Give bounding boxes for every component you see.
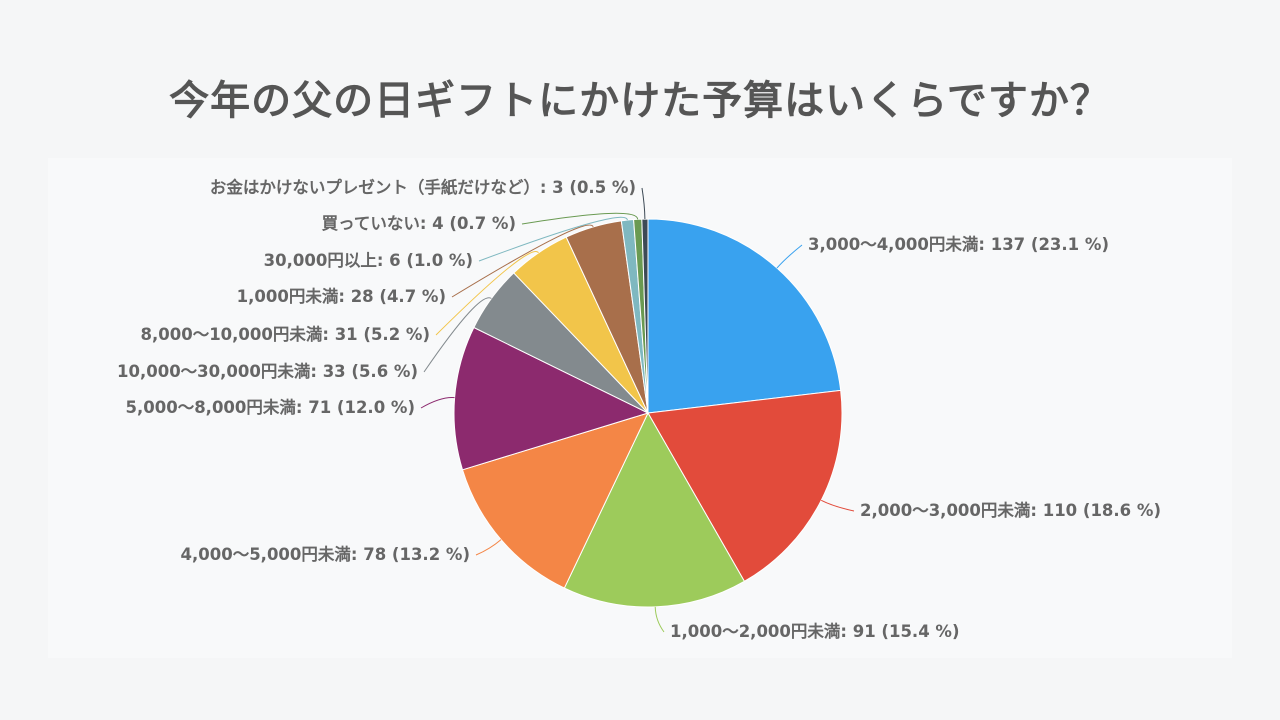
leader-line xyxy=(521,212,639,225)
slice-label: お金はかけないプレゼント（手紙だけなど）: 3 (0.5 %) xyxy=(210,177,636,197)
pie-slice xyxy=(461,412,649,589)
leader-line xyxy=(423,297,492,373)
slice-label: 1,000円未満: 28 (4.7 %) xyxy=(237,286,446,306)
leader-line xyxy=(435,251,539,336)
leader-line xyxy=(641,187,646,220)
chart-title: 今年の父の日ギフトにかけた予算はいくらですか？ xyxy=(169,78,1111,124)
leader-line xyxy=(776,244,803,269)
slice-label: 2,000〜3,000円未満: 110 (18.6 %) xyxy=(860,500,1161,520)
leader-line xyxy=(451,224,594,298)
slice-label: 1,000〜2,000円未満: 91 (15.4 %) xyxy=(670,621,960,641)
pie-slice xyxy=(453,326,650,471)
pie-slice xyxy=(563,411,746,608)
leader-line xyxy=(654,606,665,633)
slices-layer xyxy=(453,218,843,608)
pie-slice xyxy=(647,218,842,414)
leader-lines-layer xyxy=(420,187,855,633)
slice-label: 4,000〜5,000円未満: 78 (13.2 %) xyxy=(181,544,471,564)
leader-line xyxy=(478,216,628,262)
slice-label: 10,000〜30,000円未満: 33 (5.6 %) xyxy=(117,361,418,381)
pie-slice xyxy=(641,218,649,414)
leader-line xyxy=(820,499,855,512)
leader-line xyxy=(420,397,455,409)
slice-label: 5,000〜8,000円未満: 71 (12.0 %) xyxy=(126,397,416,417)
slice-label: 買っていない: 4 (0.7 %) xyxy=(322,214,516,233)
leader-line xyxy=(475,539,502,556)
slice-label: 8,000〜10,000円未満: 31 (5.2 %) xyxy=(141,324,431,344)
slice-label: 3,000〜4,000円未満: 137 (23.1 %) xyxy=(808,234,1109,254)
slice-label: 30,000円以上: 6 (1.0 %) xyxy=(264,251,473,270)
labels-layer: 3,000〜4,000円未満: 137 (23.1 %) 2,000〜3,000円… xyxy=(117,177,1161,641)
